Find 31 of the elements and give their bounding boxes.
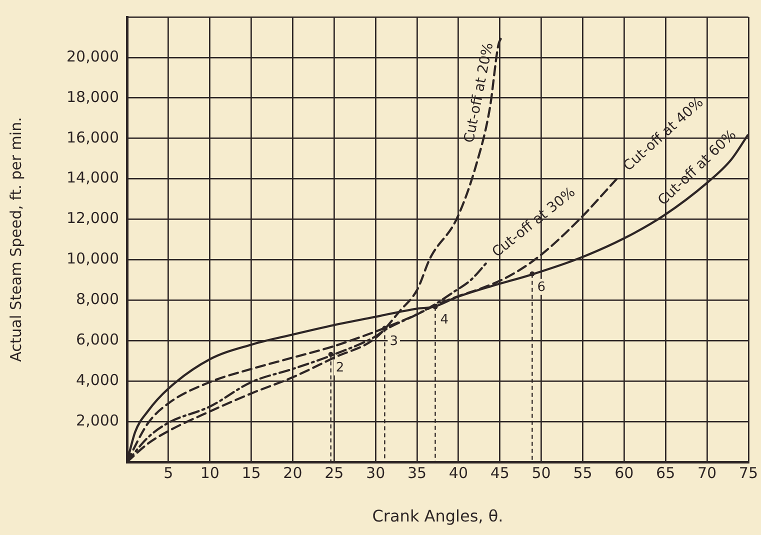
x-tick-label: 30 [366, 464, 386, 482]
y-tick-label: 18,000 [66, 88, 119, 106]
annotation: 6 [537, 280, 546, 295]
x-tick-label: 10 [200, 464, 220, 482]
annotation: 4 [440, 312, 449, 328]
y-tick-label: 10,000 [66, 250, 119, 268]
y-tick-label: 14,000 [66, 168, 119, 187]
y-tick-label: 6,000 [76, 330, 119, 349]
annotation: 2 [336, 360, 344, 376]
y-tick-label: 8,000 [76, 290, 119, 308]
x-tick-label: 75 [738, 464, 758, 482]
x-tick-label: 15 [242, 464, 261, 482]
x-tick-label: 70 [697, 464, 717, 482]
x-tick-label: 40 [448, 464, 468, 482]
x-tick-label: 5 [164, 464, 174, 482]
y-tick-label: 2,000 [76, 411, 119, 430]
x-axis-title: Crank Angles, θ. [372, 506, 504, 526]
x-tick-label: 55 [573, 464, 592, 482]
x-tick-label: 35 [407, 464, 427, 482]
y-tick-label: 12,000 [66, 209, 119, 228]
y-tick-label: 20,000 [66, 47, 119, 66]
y-axis-title: Actual Steam Speed, ft. per min. [6, 117, 25, 362]
x-tick-label: 60 [614, 464, 634, 482]
annotation: 3 [390, 334, 398, 350]
x-tick-label: 25 [324, 464, 344, 482]
y-tick-label: 4,000 [76, 370, 119, 389]
x-tick-label: 20 [283, 464, 302, 482]
y-tick-label: 16,000 [66, 128, 119, 146]
x-tick-label: 50 [532, 464, 551, 482]
x-tick-label: 45 [490, 464, 510, 482]
x-tick-label: 65 [656, 464, 676, 482]
